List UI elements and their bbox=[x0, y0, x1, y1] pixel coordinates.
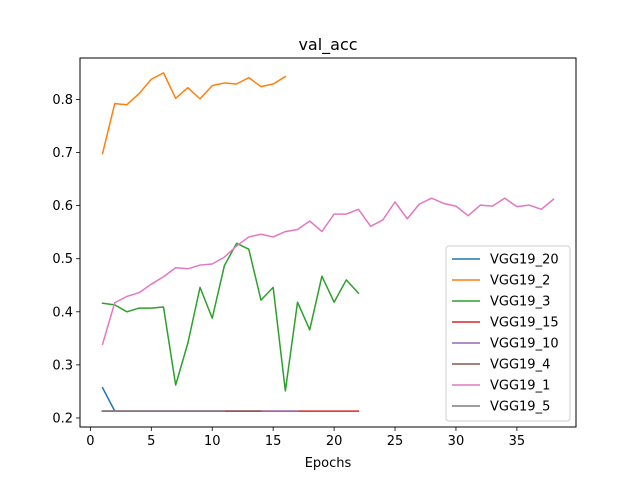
x-tick-label: 5 bbox=[147, 434, 155, 449]
y-tick-label: 0.6 bbox=[52, 199, 73, 214]
legend-label: VGG19_4 bbox=[490, 358, 550, 373]
series-layer bbox=[101, 72, 555, 413]
series-line-vgg19-1 bbox=[101, 197, 555, 346]
series-line-vgg19-3 bbox=[101, 242, 360, 392]
legend-label: VGG19_2 bbox=[490, 274, 550, 289]
legend-label: VGG19_1 bbox=[490, 379, 550, 394]
legend-label: VGG19_10 bbox=[490, 337, 559, 352]
x-tick-label: 20 bbox=[326, 434, 343, 449]
y-tick-label: 0.4 bbox=[52, 305, 73, 320]
y-tick-label: 0.2 bbox=[52, 411, 73, 426]
x-tick-label: 0 bbox=[86, 434, 94, 449]
legend-label: VGG19_15 bbox=[490, 316, 559, 331]
y-tick-label: 0.8 bbox=[52, 93, 73, 108]
x-tick-label: 30 bbox=[448, 434, 465, 449]
legend-label: VGG19_5 bbox=[490, 400, 550, 415]
legend-box bbox=[445, 245, 571, 422]
x-axis: 0 5 10 15 20 25 30 35 bbox=[86, 427, 525, 449]
plot-frame bbox=[79, 57, 577, 428]
x-tick-label: 25 bbox=[387, 434, 404, 449]
y-tick-label: 0.7 bbox=[52, 146, 73, 161]
series-line-vgg19-20 bbox=[101, 386, 116, 413]
legend: VGG19_20 VGG19_2 VGG19_3 VGG19_15 VGG19_10 VG… bbox=[445, 245, 571, 422]
y-tick-label: 0.3 bbox=[52, 358, 73, 373]
legend-label: VGG19_20 bbox=[490, 253, 559, 268]
x-axis-title: Epochs bbox=[305, 456, 352, 471]
x-tick-label: 10 bbox=[204, 434, 221, 449]
x-tick-label: 15 bbox=[265, 434, 282, 449]
series-line-vgg19-2 bbox=[101, 72, 287, 155]
y-axis: 0.2 0.3 0.4 0.5 0.6 0.7 0.8 bbox=[52, 93, 80, 426]
legend-label: VGG19_3 bbox=[490, 295, 550, 310]
y-tick-label: 0.5 bbox=[52, 252, 73, 267]
chart-title: val_acc bbox=[298, 35, 357, 55]
x-tick-label: 35 bbox=[509, 434, 526, 449]
